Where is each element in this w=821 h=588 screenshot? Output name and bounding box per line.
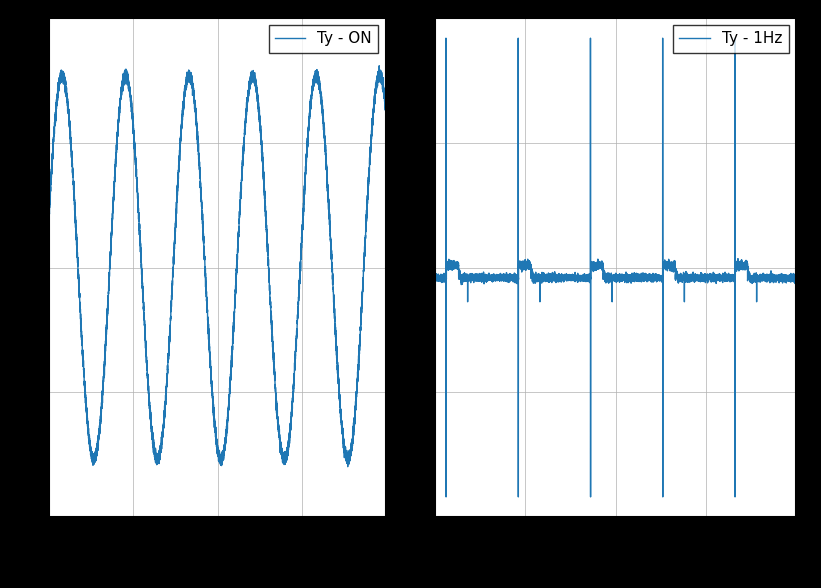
Legend: Ty - 1Hz: Ty - 1Hz xyxy=(673,25,789,52)
Legend: Ty - ON: Ty - ON xyxy=(268,25,378,52)
